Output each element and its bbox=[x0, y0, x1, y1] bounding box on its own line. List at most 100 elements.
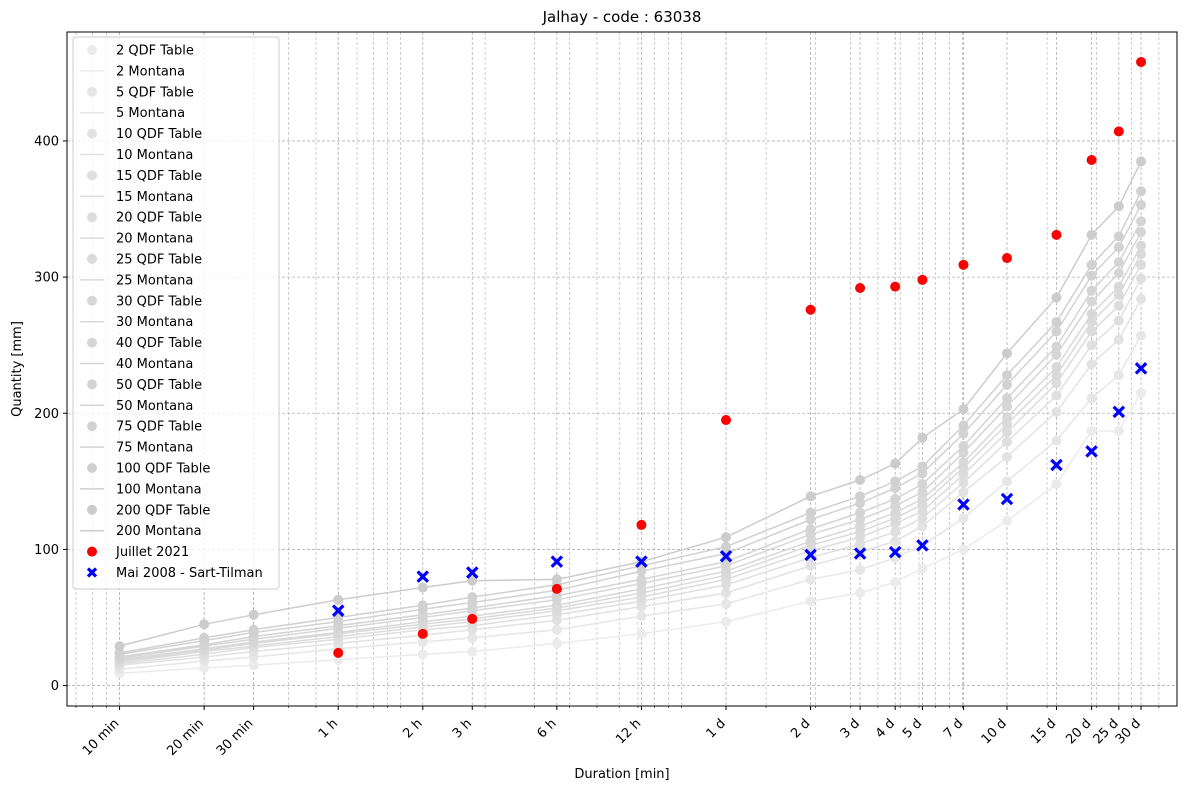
legend-label: 40 Montana bbox=[116, 357, 193, 372]
qdf-point bbox=[721, 616, 732, 627]
event-point bbox=[1051, 229, 1062, 240]
legend-label: 20 Montana bbox=[116, 232, 193, 247]
legend-label: 30 Montana bbox=[116, 315, 193, 330]
qdf-point bbox=[1051, 341, 1062, 352]
qdf-point bbox=[1051, 378, 1062, 389]
qdf-point bbox=[417, 600, 428, 611]
legend-label: 15 Montana bbox=[116, 190, 193, 205]
qdf-point bbox=[1113, 268, 1124, 279]
qdf-point bbox=[1001, 348, 1012, 359]
legend-label: Mai 2008 - Sart-Tilman bbox=[116, 566, 263, 581]
legend-marker bbox=[87, 337, 97, 348]
qdf-point bbox=[1136, 293, 1147, 304]
qdf-point bbox=[917, 487, 928, 498]
qdf-point bbox=[1113, 425, 1124, 436]
event-marker bbox=[916, 539, 929, 552]
qdf-point bbox=[917, 563, 928, 574]
qdf-point bbox=[1113, 334, 1124, 345]
qdf-point bbox=[1113, 289, 1124, 300]
qdf-point bbox=[805, 523, 816, 534]
event-marker bbox=[957, 498, 970, 511]
legend-marker bbox=[87, 504, 97, 515]
qdf-point bbox=[1136, 227, 1147, 238]
qdf-point bbox=[917, 461, 928, 472]
qdf-point bbox=[1086, 270, 1097, 281]
event-marker bbox=[888, 545, 902, 559]
qdf-point bbox=[805, 596, 816, 607]
qdf-point bbox=[721, 532, 732, 543]
qdf-point bbox=[551, 624, 562, 635]
legend-label: 75 Montana bbox=[116, 441, 193, 456]
qdf-point bbox=[890, 476, 901, 487]
qdf-point bbox=[1086, 285, 1097, 296]
events-layer bbox=[331, 56, 1148, 658]
legend-marker bbox=[87, 463, 97, 473]
qdf-point bbox=[1001, 379, 1012, 390]
qdf-point bbox=[551, 638, 562, 649]
qdf-point bbox=[805, 491, 816, 502]
qdf-point bbox=[1051, 326, 1062, 337]
qdf-point bbox=[1001, 515, 1012, 526]
qdf-point bbox=[1113, 242, 1124, 253]
legend-label: 100 Montana bbox=[116, 482, 202, 497]
event-point bbox=[890, 281, 901, 292]
legend-box bbox=[72, 36, 280, 590]
event-marker bbox=[1050, 458, 1063, 472]
qdf-point bbox=[1086, 308, 1097, 319]
qdf-point bbox=[958, 404, 969, 415]
legend-marker bbox=[87, 212, 97, 223]
qdf-point bbox=[1113, 315, 1124, 326]
legend-marker bbox=[86, 567, 98, 578]
qdf-point bbox=[1086, 425, 1097, 436]
qdf-point bbox=[114, 641, 125, 652]
qdf-point bbox=[1136, 199, 1147, 210]
qdf-point bbox=[890, 577, 901, 588]
qdf-point bbox=[636, 611, 647, 622]
legend: 2 QDF Table 2 Montana 5 QDF Table 5 Montana… bbox=[72, 36, 280, 590]
qdf-point bbox=[958, 457, 969, 468]
qdf-point bbox=[958, 477, 969, 488]
qdf-point bbox=[917, 432, 928, 443]
legend-label: 50 QDF Table bbox=[116, 378, 202, 393]
qdf-point bbox=[467, 575, 478, 586]
event-marker bbox=[635, 555, 648, 568]
qdf-point bbox=[1136, 259, 1147, 270]
qdf-point bbox=[636, 574, 647, 585]
qdf-point bbox=[958, 428, 969, 439]
plot-frame bbox=[66, 31, 1178, 707]
qdf-point bbox=[1001, 436, 1012, 447]
qdf-point bbox=[1051, 479, 1062, 490]
legend-label: 40 QDF Table bbox=[116, 336, 202, 351]
qdf-point bbox=[1001, 476, 1012, 487]
qdf-point bbox=[855, 564, 866, 575]
qdf-point bbox=[1051, 370, 1062, 381]
event-marker bbox=[853, 547, 867, 560]
legend-label: 75 QDF Table bbox=[116, 420, 202, 435]
qdf-point bbox=[890, 526, 901, 537]
qdf-point bbox=[855, 587, 866, 598]
qdf-point bbox=[1051, 317, 1062, 328]
qdf-point bbox=[248, 609, 259, 620]
qdf-point bbox=[1001, 393, 1012, 404]
legend-marker bbox=[87, 86, 97, 97]
qdf-point bbox=[417, 649, 428, 660]
qdf-point bbox=[551, 574, 562, 585]
event-marker bbox=[1085, 445, 1098, 458]
qdf-point bbox=[890, 494, 901, 505]
y-axis: 0 100 200 300 400 bbox=[34, 134, 67, 694]
event-marker bbox=[1134, 362, 1148, 375]
qdf-point bbox=[1113, 281, 1124, 292]
qdf-point bbox=[958, 440, 969, 451]
qdf-point bbox=[958, 544, 969, 555]
legend-marker bbox=[87, 421, 97, 432]
qdf-point bbox=[1001, 427, 1012, 438]
qdf-point bbox=[636, 628, 647, 639]
event-marker bbox=[466, 566, 479, 579]
qdf-point bbox=[1051, 406, 1062, 417]
qdf-point bbox=[199, 619, 210, 630]
qdf-point bbox=[333, 594, 344, 605]
event-marker bbox=[416, 570, 430, 583]
qdf-point bbox=[917, 479, 928, 490]
qdf-point bbox=[417, 582, 428, 593]
qdf-point bbox=[958, 420, 969, 431]
